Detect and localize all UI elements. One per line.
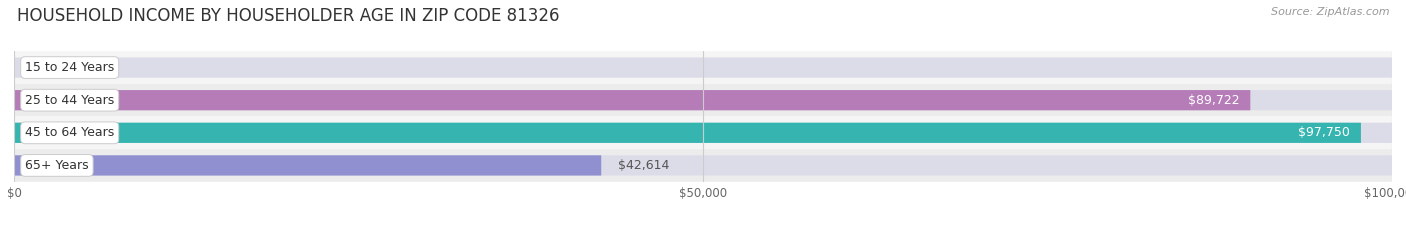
FancyBboxPatch shape [14,123,1392,143]
Text: $42,614: $42,614 [617,159,669,172]
Text: $0: $0 [31,61,46,74]
Text: 45 to 64 Years: 45 to 64 Years [25,126,114,139]
Text: Source: ZipAtlas.com: Source: ZipAtlas.com [1271,7,1389,17]
Text: 15 to 24 Years: 15 to 24 Years [25,61,114,74]
FancyBboxPatch shape [14,155,602,175]
Text: HOUSEHOLD INCOME BY HOUSEHOLDER AGE IN ZIP CODE 81326: HOUSEHOLD INCOME BY HOUSEHOLDER AGE IN Z… [17,7,560,25]
FancyBboxPatch shape [14,149,1392,182]
Text: $89,722: $89,722 [1188,94,1239,107]
FancyBboxPatch shape [14,58,1392,78]
Text: 65+ Years: 65+ Years [25,159,89,172]
FancyBboxPatch shape [14,155,1392,175]
FancyBboxPatch shape [14,90,1392,110]
FancyBboxPatch shape [14,116,1392,149]
Text: $97,750: $97,750 [1298,126,1350,139]
FancyBboxPatch shape [14,51,1392,84]
FancyBboxPatch shape [14,90,1250,110]
FancyBboxPatch shape [14,123,1361,143]
Text: 25 to 44 Years: 25 to 44 Years [25,94,114,107]
FancyBboxPatch shape [14,84,1392,116]
